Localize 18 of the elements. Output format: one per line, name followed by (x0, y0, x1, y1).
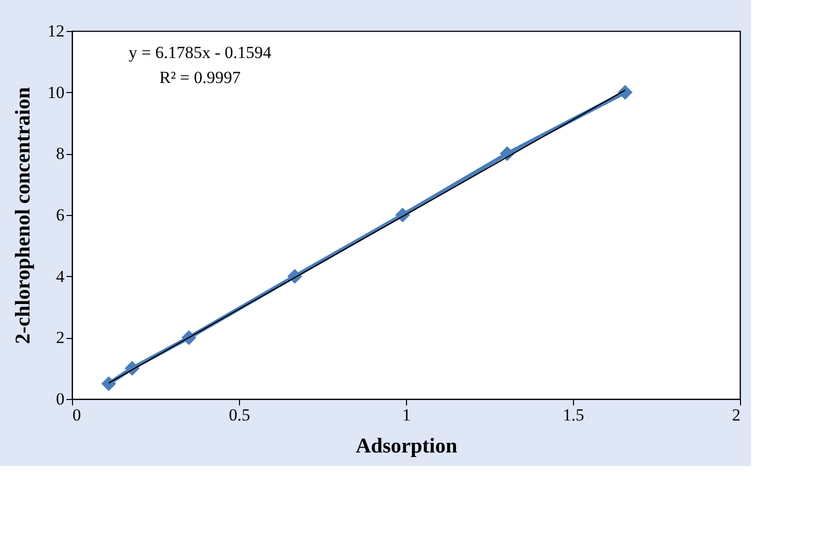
x-axis-title: Adsorption (356, 434, 458, 458)
x-tick-label: 1.5 (562, 406, 584, 424)
y-tick-label: 10 (48, 82, 64, 102)
y-axis-title: 2-chlorophenol concentraion (10, 86, 34, 344)
x-tick-label: 1 (402, 406, 411, 424)
x-tick-label: 0.5 (228, 406, 250, 424)
annotation: y = 6.1785x - 0.1594 (128, 43, 272, 62)
y-tick-label: 12 (48, 22, 64, 40)
y-tick-label: 4 (56, 266, 65, 286)
y-tick-label: 2 (56, 328, 64, 348)
point (618, 84, 633, 100)
y-tick-label: 0 (56, 390, 64, 408)
y-tick-label: 8 (56, 144, 64, 164)
point (101, 376, 116, 392)
x-tick-label: 0 (72, 406, 81, 424)
x-tick-label: 2 (732, 406, 740, 424)
y-tick-label: 6 (56, 206, 64, 224)
annotation: R² = 0.9997 (159, 68, 242, 87)
